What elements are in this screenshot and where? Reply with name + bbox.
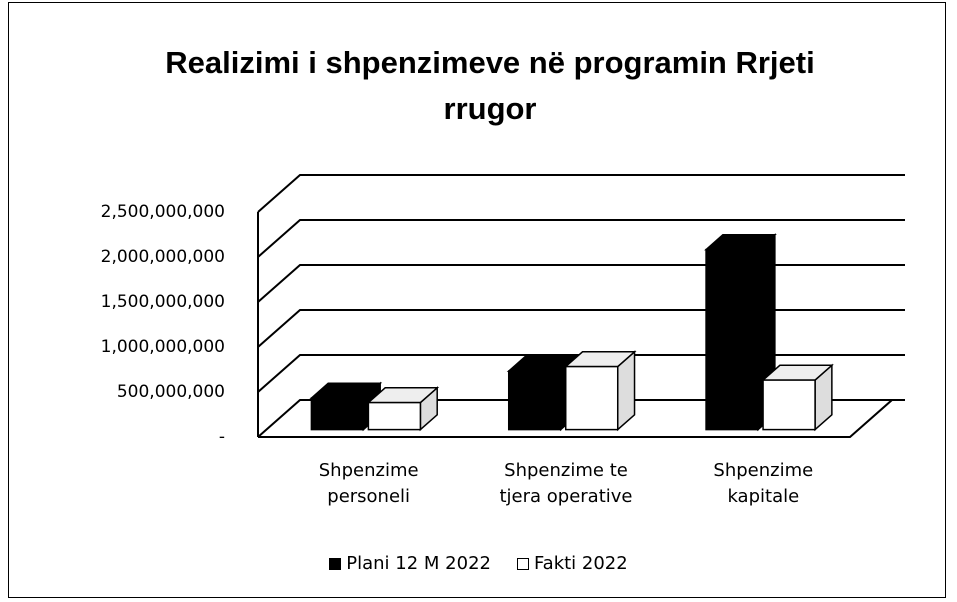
grid-line xyxy=(257,309,905,348)
grid-line xyxy=(257,264,905,303)
bar xyxy=(310,397,365,431)
legend-item: Plani 12 M 2022 xyxy=(329,553,491,574)
x-tick-label: Shpenzime te tjera operative xyxy=(499,460,633,507)
x-tick-label: Shpenzime personeli xyxy=(318,460,419,507)
chart-title: Realizimi i shpenzimeve në programin Rrj… xyxy=(165,45,815,126)
grid-line xyxy=(257,399,905,438)
grid-line xyxy=(257,354,905,393)
bar xyxy=(507,370,562,431)
bar xyxy=(367,401,422,431)
x-tick-label: Shpenzime kapitale xyxy=(713,460,814,507)
y-tick-label: 2,500,000,000 xyxy=(101,202,225,222)
floor xyxy=(258,399,893,438)
bar xyxy=(705,248,759,431)
legend-item: Fakti 2022 xyxy=(516,553,628,574)
legend-swatch xyxy=(329,557,342,570)
legend-label: Plani 12 M 2022 xyxy=(346,553,491,574)
bar xyxy=(564,365,619,431)
y-tick-label: 2,000,000,000 xyxy=(101,247,225,267)
legend: Plani 12 M 2022 Fakti 2022 xyxy=(0,553,957,574)
y-tick-label: 1,000,000,000 xyxy=(101,337,225,357)
bar xyxy=(762,379,816,431)
legend-swatch xyxy=(516,557,529,570)
y-tick-label: 1,500,000,000 xyxy=(101,292,225,312)
y-tick-label: - xyxy=(219,427,225,447)
legend-label: Fakti 2022 xyxy=(533,553,628,574)
grid-line xyxy=(257,219,905,258)
chart-frame xyxy=(8,2,946,598)
grid-line xyxy=(257,174,905,213)
y-tick-label: 500,000,000 xyxy=(117,382,225,402)
